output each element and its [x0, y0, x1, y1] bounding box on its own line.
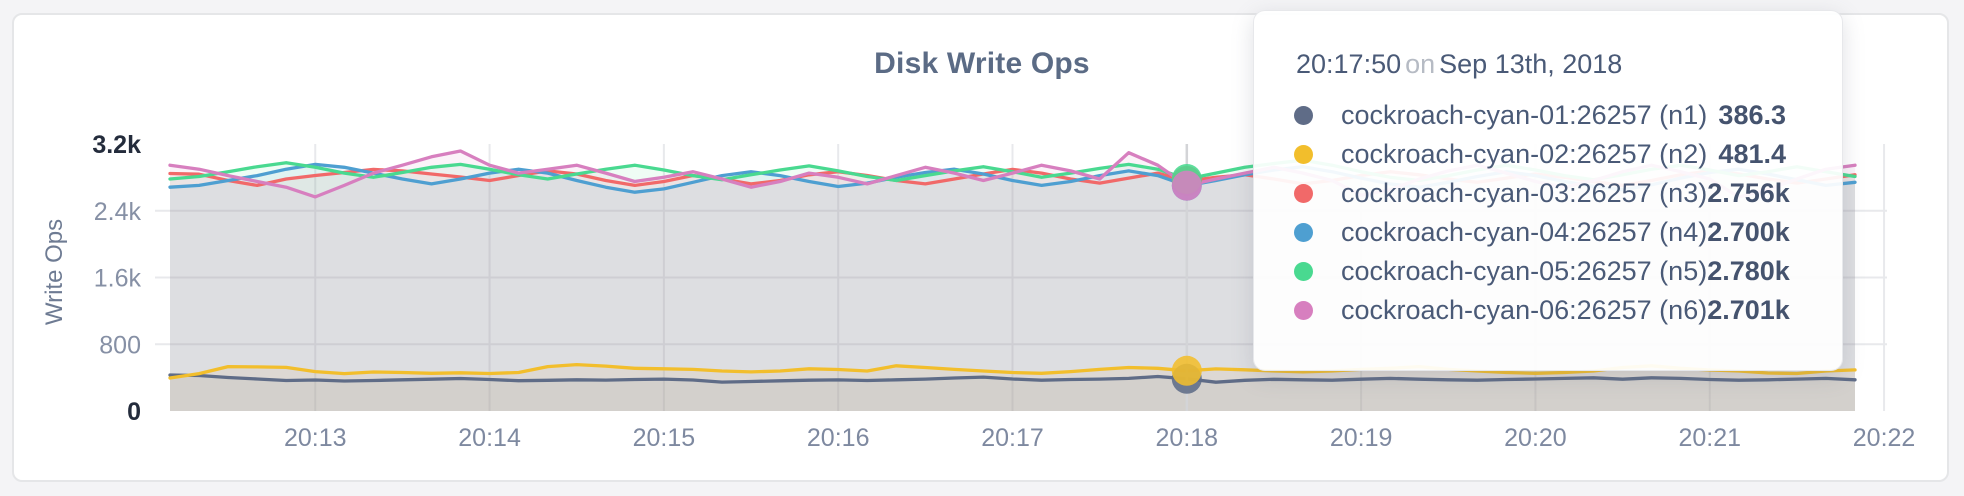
x-tick-label: 20:18: [1156, 424, 1219, 452]
series-color-dot-icon: [1294, 145, 1313, 164]
x-tick-label: 20:19: [1330, 424, 1393, 452]
x-tick-label: 20:21: [1678, 424, 1741, 452]
series-value: 481.4: [1718, 139, 1786, 169]
series-value: 2.700k: [1707, 217, 1790, 247]
series-value: 386.3: [1718, 100, 1786, 130]
series-color-dot-icon: [1294, 262, 1313, 281]
x-tick-label: 20:17: [981, 424, 1044, 452]
series-value: 2.701k: [1707, 295, 1790, 325]
series-line: [168, 362, 1857, 380]
y-tick-label: 3.2k: [92, 131, 141, 159]
y-tick-label: 0: [127, 398, 141, 426]
highlighted-point-dot: [1171, 170, 1202, 201]
tooltip-series-row: cockroach-cyan-06:26257 (n6) 2.701k: [1294, 291, 1790, 330]
series-name: cockroach-cyan-06:26257 (n6): [1341, 295, 1708, 325]
series-value: 2.780k: [1707, 256, 1790, 286]
tooltip-series-row: cockroach-cyan-03:26257 (n3) 2.756k: [1294, 174, 1790, 213]
series-area: [170, 375, 1855, 411]
y-tick-label: 2.4k: [94, 198, 142, 226]
tooltip-series-row: cockroach-cyan-04:26257 (n4) 2.700k: [1294, 213, 1790, 252]
x-tick-label: 20:22: [1853, 424, 1916, 452]
series-area: [170, 364, 1855, 411]
series-name: cockroach-cyan-02:26257 (n2): [1341, 139, 1708, 169]
tooltip-series-row: cockroach-cyan-02:26257 (n2) 481.4: [1294, 135, 1786, 174]
series-name: cockroach-cyan-03:26257 (n3): [1341, 178, 1708, 208]
series-value: 2.756k: [1707, 178, 1790, 208]
y-tick-label: 800: [99, 331, 141, 359]
series-color-dot-icon: [1294, 223, 1313, 242]
tooltip-series-row: cockroach-cyan-01:26257 (n1) 386.3: [1294, 96, 1786, 135]
y-tick-label: 1.6k: [94, 265, 142, 293]
chart-title: Disk Write Ops: [874, 47, 1090, 80]
tooltip-time: 20:17:50: [1296, 49, 1402, 79]
series-color-dot-icon: [1294, 301, 1313, 320]
series-line: [168, 373, 1857, 384]
series-name: cockroach-cyan-04:26257 (n4): [1341, 217, 1708, 247]
tooltip-header: 20:17:50 on Sep 13th, 2018: [1296, 49, 1786, 80]
highlighted-point-dot: [1171, 355, 1202, 386]
tooltip-series-row: cockroach-cyan-05:26257 (n5) 2.780k: [1294, 252, 1790, 291]
x-tick-label: 20:15: [633, 424, 696, 452]
series-name: cockroach-cyan-05:26257 (n5): [1341, 256, 1708, 286]
x-tick-label: 20:14: [458, 424, 521, 452]
series-name: cockroach-cyan-01:26257 (n1): [1341, 100, 1708, 130]
x-tick-label: 20:16: [807, 424, 870, 452]
x-tick-label: 20:13: [284, 424, 347, 452]
tooltip-on-word: on: [1405, 49, 1436, 79]
hover-tooltip: 20:17:50 on Sep 13th, 2018 cockroach-cyan-…: [1253, 10, 1843, 371]
tooltip-date: Sep 13th, 2018: [1439, 49, 1623, 79]
series-color-dot-icon: [1294, 106, 1313, 125]
x-tick-label: 20:20: [1504, 424, 1567, 452]
tooltip-rows: cockroach-cyan-01:26257 (n1) 386.3 cockroa…: [1294, 96, 1790, 330]
series-color-dot-icon: [1294, 184, 1313, 203]
